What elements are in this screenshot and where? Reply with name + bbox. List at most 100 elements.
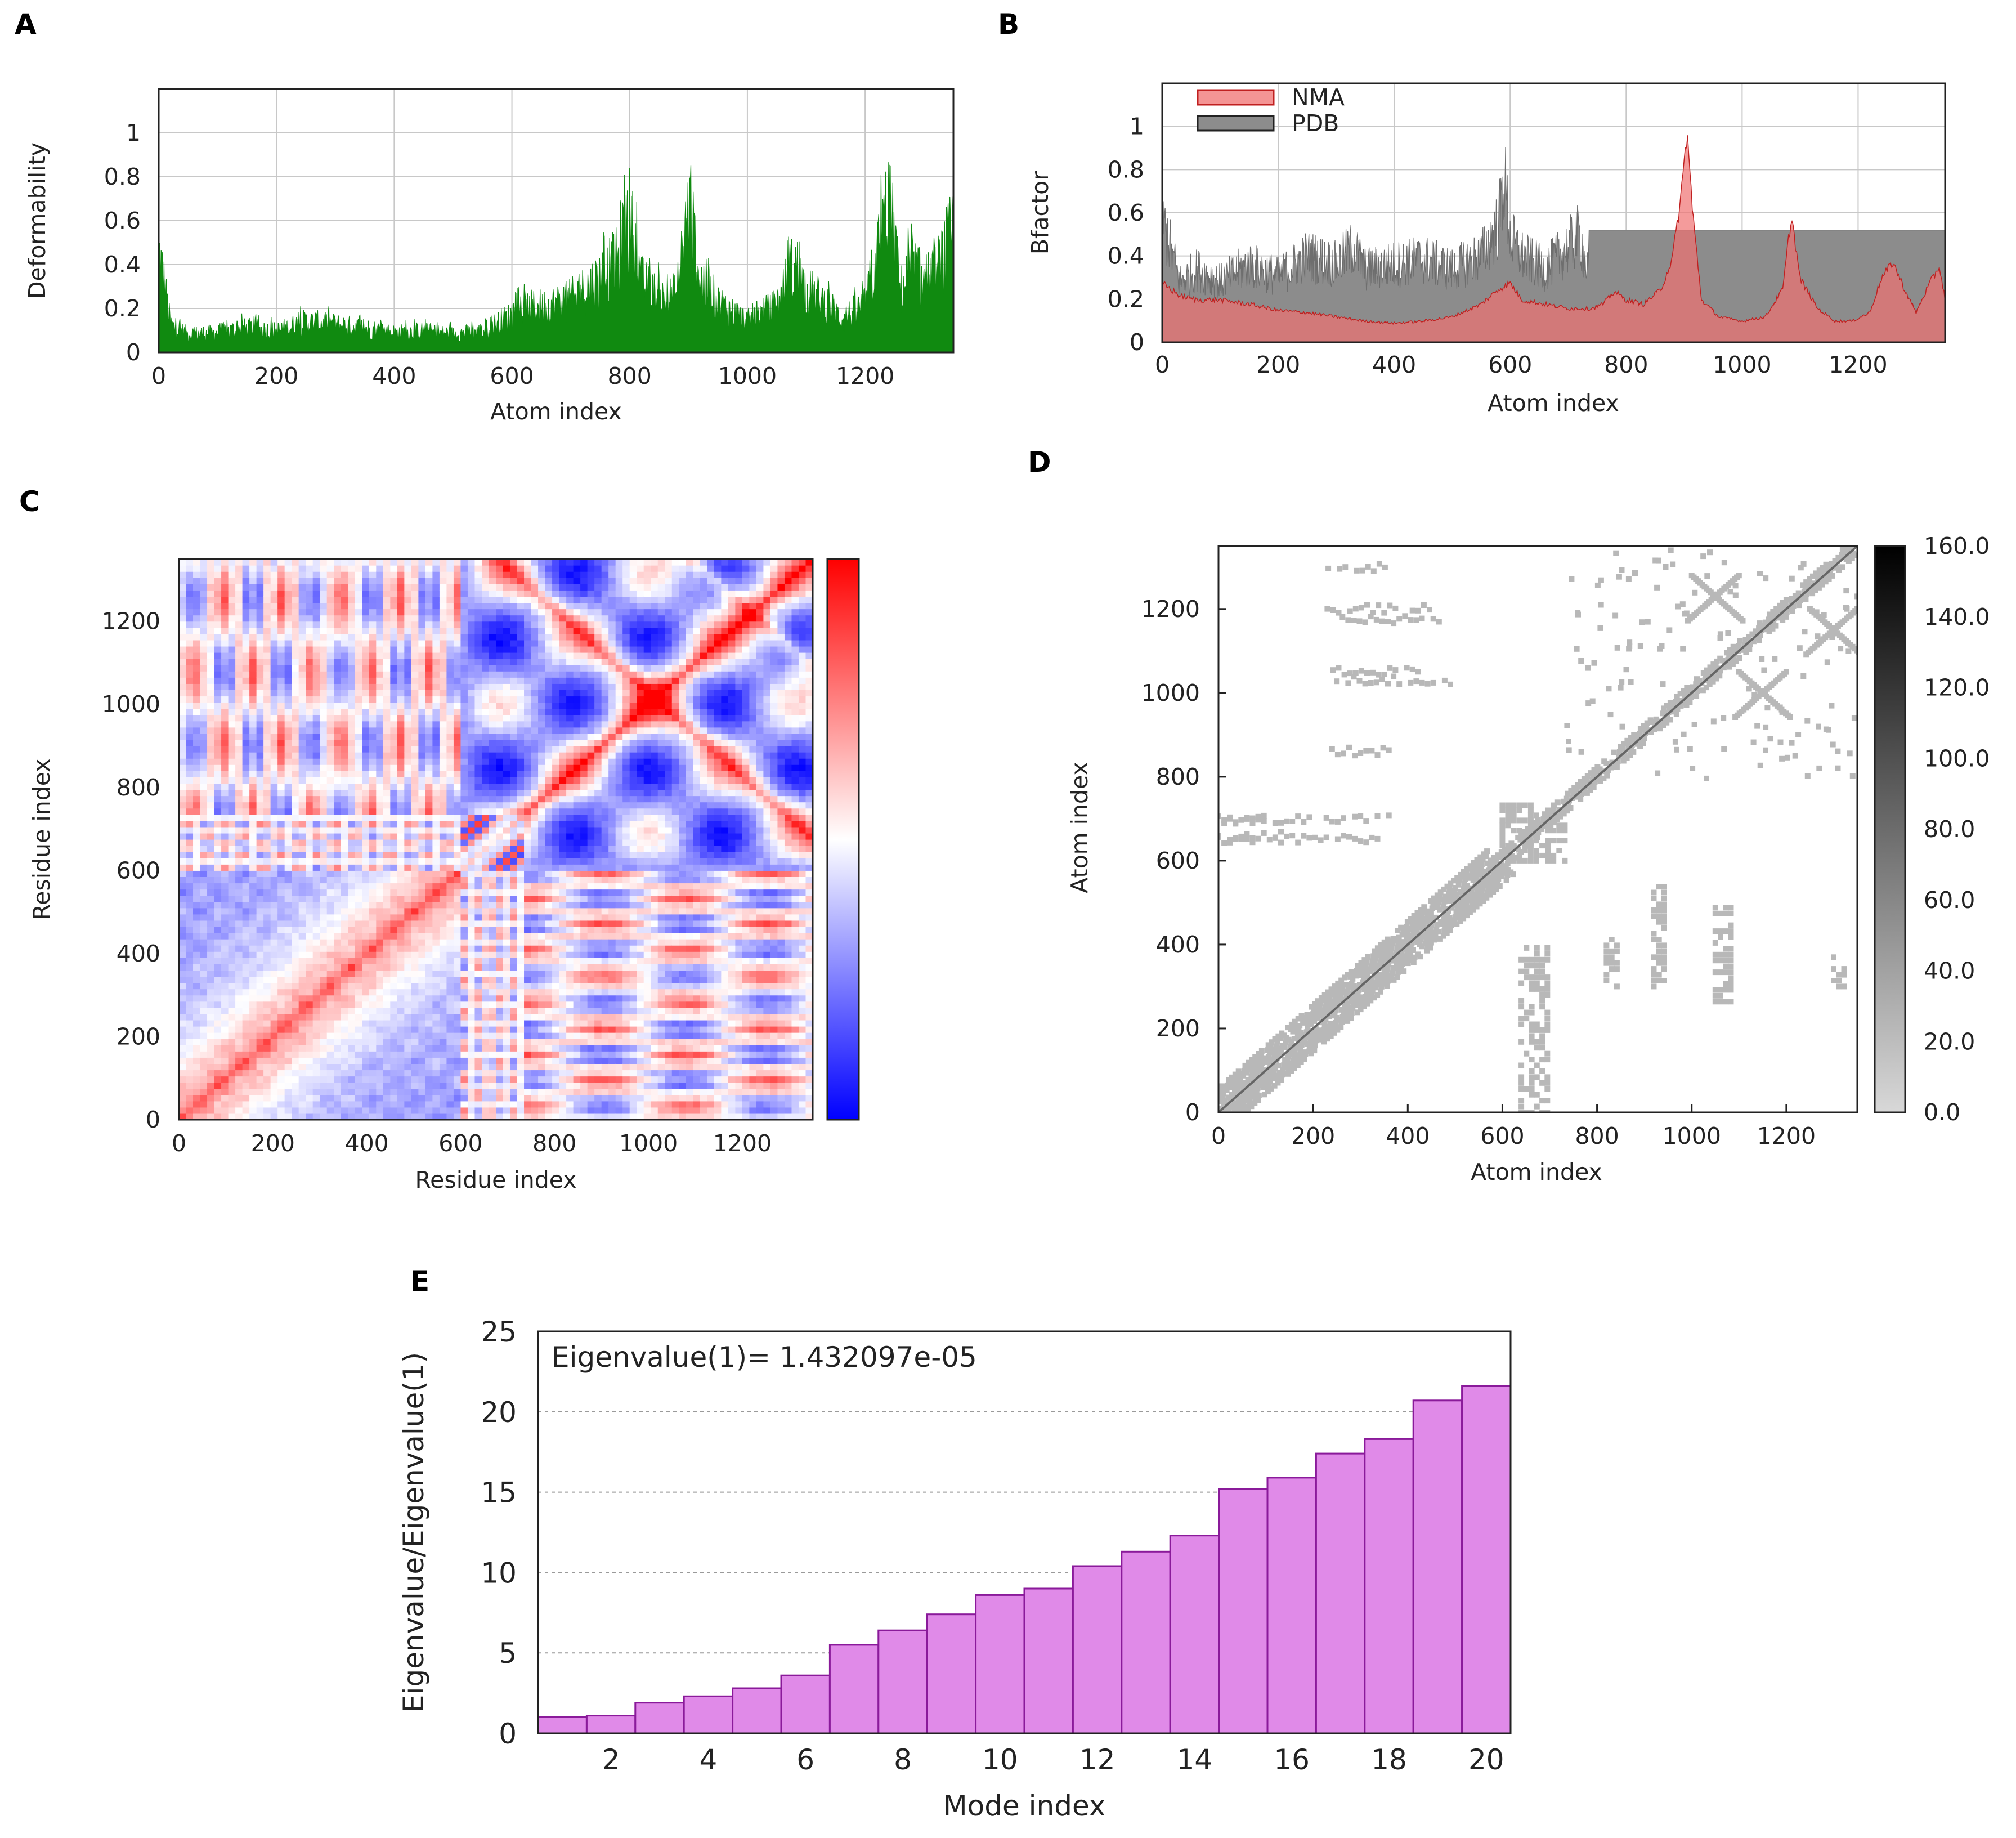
heatmap-cell: [242, 808, 250, 815]
heatmap-cell: [277, 578, 285, 584]
heatmap-cell: [474, 889, 482, 896]
heatmap-cell: [559, 933, 567, 940]
heatmap-cell: [186, 795, 194, 803]
heatmap-cell: [453, 771, 462, 777]
heatmap-cell: [341, 758, 348, 765]
heatmap-cell: [474, 671, 482, 678]
heatmap-cell: [284, 733, 292, 740]
heatmap-cell: [538, 852, 546, 858]
heatmap-cell: [200, 926, 208, 933]
heatmap-cell: [453, 565, 462, 572]
heatmap-cell: [369, 671, 377, 678]
heatmap-cell: [263, 1019, 271, 1027]
heatmap-cell: [221, 970, 229, 977]
heatmap-cell: [510, 907, 518, 915]
panel-b-frame: [1161, 82, 1946, 343]
heatmap-cell: [312, 683, 320, 690]
heatmap-cell: [277, 627, 285, 634]
heatmap-cell: [277, 964, 285, 971]
heatmap-cell: [411, 646, 419, 653]
heatmap-cell: [545, 808, 553, 815]
heatmap-cell: [207, 976, 215, 983]
heatmap-cell: [383, 659, 391, 665]
heatmap-cell: [221, 640, 229, 647]
heatmap-cell: [326, 665, 334, 672]
heatmap-cell: [411, 571, 419, 578]
heatmap-cell: [489, 590, 496, 597]
heatmap-cell: [369, 665, 377, 672]
heatmap-cell: [298, 964, 306, 971]
heatmap-cell: [510, 1045, 518, 1052]
heatmap-cell: [355, 964, 362, 971]
heatmap-cell: [390, 777, 398, 784]
heatmap-cell: [242, 945, 250, 952]
heatmap-cell: [214, 870, 222, 877]
heatmap-cell: [432, 584, 440, 591]
heatmap-cell: [312, 970, 320, 977]
heatmap-cell: [326, 820, 334, 828]
heatmap-cell: [411, 1039, 419, 1045]
heatmap-cell: [298, 826, 306, 834]
heatmap-cell: [425, 671, 433, 678]
heatmap-cell: [270, 565, 278, 572]
heatmap-cell: [179, 920, 187, 927]
heatmap-cell: [277, 708, 285, 715]
heatmap-cell: [467, 665, 476, 672]
heatmap-cell: [221, 883, 229, 890]
heatmap-cell: [411, 1045, 419, 1052]
heatmap-cell: [453, 1001, 462, 1008]
heatmap-cell: [496, 883, 504, 890]
heatmap-cell: [503, 1045, 510, 1052]
heatmap-cell: [432, 783, 440, 790]
heatmap-cell: [277, 609, 285, 616]
heatmap-cell: [510, 1094, 518, 1102]
heatmap-cell: [425, 939, 433, 946]
heatmap-cell: [418, 615, 426, 622]
heatmap-cell: [320, 789, 328, 797]
heatmap-cell: [552, 1007, 560, 1014]
heatmap-cell: [369, 690, 377, 697]
heatmap-cell: [496, 1001, 504, 1008]
heatmap-cell: [298, 565, 306, 572]
heatmap-cell: [545, 752, 553, 759]
heatmap-cell: [270, 771, 278, 777]
heatmap-cell: [453, 995, 462, 1002]
heatmap-cell: [270, 864, 278, 871]
heatmap-cell: [425, 609, 433, 616]
heatmap-cell: [425, 1045, 433, 1052]
heatmap-cell: [432, 970, 440, 977]
heatmap-cell: [362, 1101, 370, 1108]
heatmap-cell: [453, 870, 462, 877]
heatmap-cell: [503, 976, 510, 983]
heatmap-cell: [186, 1032, 194, 1039]
heatmap-cell: [425, 789, 433, 797]
heatmap-cell: [453, 1101, 462, 1108]
heatmap-cell: [263, 1070, 271, 1077]
heatmap-cell: [242, 895, 250, 902]
heatmap-cell: [418, 665, 426, 672]
heatmap-cell: [362, 615, 370, 622]
heatmap-cell: [545, 995, 553, 1002]
heatmap-cell: [256, 640, 264, 647]
heatmap-cell: [326, 714, 334, 722]
heatmap-cell: [214, 640, 222, 647]
heatmap-cell: [411, 1082, 419, 1089]
heatmap-cell: [439, 627, 447, 634]
heatmap-cell: [341, 808, 348, 815]
heatmap-cell: [369, 1057, 377, 1064]
heatmap-cell: [383, 733, 391, 740]
heatmap-cell: [256, 683, 264, 690]
heatmap-cell: [186, 584, 194, 591]
heatmap-cell: [538, 933, 546, 940]
heatmap-cell: [312, 777, 320, 784]
heatmap-cell: [376, 883, 384, 890]
heatmap-cell: [460, 1113, 468, 1120]
heatmap-cell: [355, 939, 362, 946]
heatmap-cell: [481, 609, 490, 616]
heatmap-cell: [348, 1019, 356, 1027]
heatmap-cell: [326, 721, 334, 728]
heatmap-cell: [418, 714, 426, 722]
heatmap-cell: [228, 1113, 236, 1120]
heatmap-cell: [355, 559, 362, 566]
heatmap-cell: [531, 914, 539, 921]
